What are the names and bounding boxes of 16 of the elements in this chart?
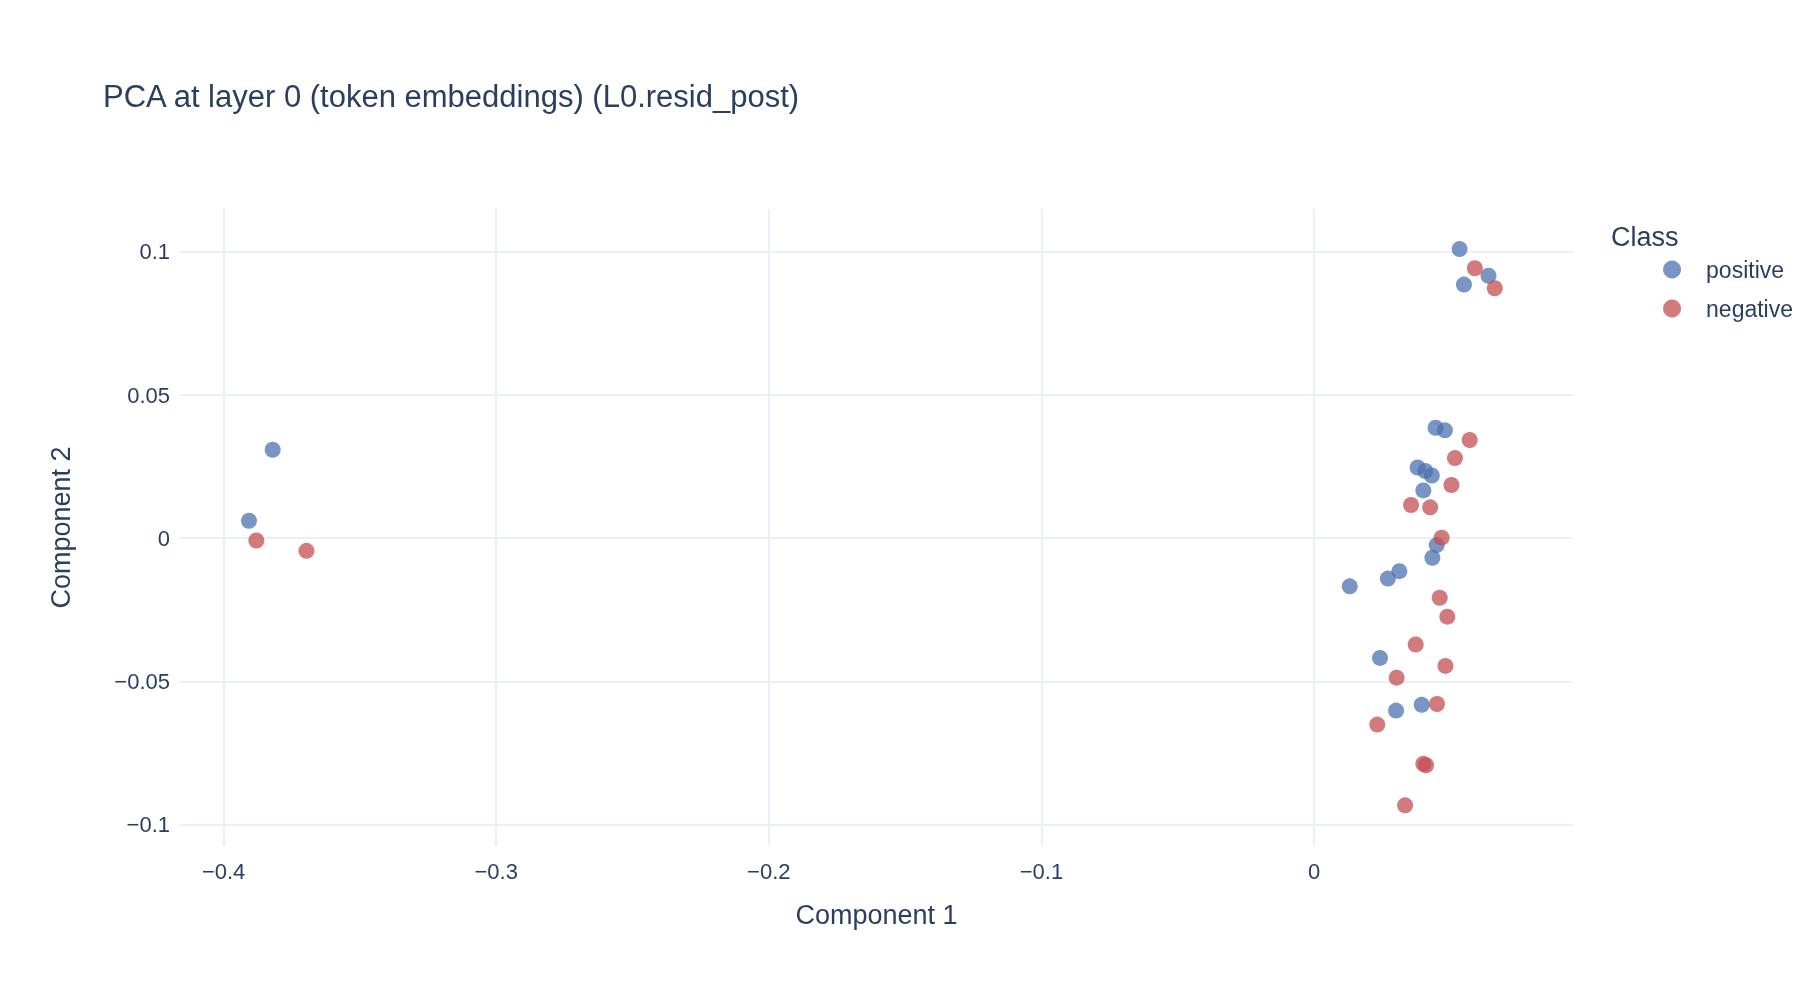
x-tick-label: −0.4 bbox=[201, 858, 246, 884]
x-tick-label: −0.3 bbox=[474, 858, 518, 884]
y-tick-label: −0.1 bbox=[126, 812, 170, 838]
x-axis-title: Component 1 bbox=[795, 899, 958, 930]
y-tick-label: −0.05 bbox=[114, 668, 170, 694]
x-tick-label: −0.2 bbox=[747, 858, 791, 884]
y-tick-label: 0.05 bbox=[127, 382, 170, 408]
x-tick-label: −0.1 bbox=[1019, 858, 1064, 884]
y-axis-title: Component 2 bbox=[45, 446, 76, 609]
legend-label: negative bbox=[1706, 295, 1794, 322]
y-tick-label: 0.1 bbox=[139, 239, 170, 265]
chart-title: PCA at layer 0 (token embeddings) (L0.resid_post) bbox=[103, 79, 800, 114]
x-tick-label: 0 bbox=[1307, 858, 1321, 884]
legend-label: positive bbox=[1706, 256, 1785, 283]
legend-title: Class bbox=[1611, 221, 1679, 252]
y-tick-label: 0 bbox=[157, 525, 170, 551]
